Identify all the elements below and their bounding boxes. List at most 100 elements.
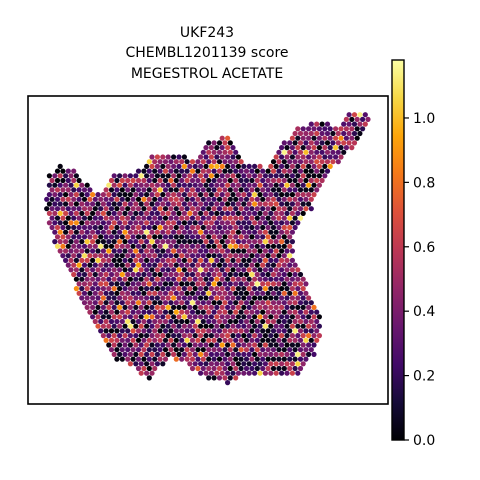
tissue-spot: [292, 318, 298, 325]
tissue-spot: [133, 351, 139, 357]
tissue-spot: [273, 182, 279, 188]
tissue-spot: [314, 177, 320, 184]
tissue-spot: [106, 220, 112, 226]
tissue-spot: [125, 187, 131, 193]
tissue-spot: [54, 215, 61, 221]
tissue-spot: [214, 295, 220, 301]
tissue-spot: [79, 210, 85, 216]
tissue-spot: [287, 300, 293, 306]
tissue-spot: [257, 257, 263, 263]
tissue-spot: [68, 192, 74, 198]
tissue-spot: [268, 370, 274, 376]
tissue-spot: [324, 149, 331, 155]
tissue-spot: [133, 239, 139, 245]
tissue-spot: [265, 328, 271, 334]
tissue-spot: [152, 290, 158, 296]
tissue-spot: [252, 192, 258, 198]
tissue-spot: [222, 206, 228, 212]
tissue-spot: [222, 177, 228, 184]
tissue-spot: [146, 243, 152, 249]
tissue-spot: [327, 135, 333, 141]
tissue-spot: [306, 304, 312, 310]
tissue-spot: [181, 163, 187, 169]
tissue-spot: [98, 300, 104, 306]
tissue-spot: [279, 220, 285, 226]
tissue-spot: [141, 187, 147, 193]
tissue-spot: [106, 192, 112, 198]
tissue-spot: [233, 224, 239, 231]
tissue-spot: [195, 309, 201, 315]
tissue-spot: [60, 168, 66, 174]
tissue-spot: [122, 192, 128, 198]
tissue-spot: [222, 215, 228, 221]
tissue-spot: [162, 159, 169, 165]
tissue-spot: [216, 253, 223, 259]
tissue-spot: [81, 253, 88, 259]
tissue-spot: [262, 295, 268, 301]
tissue-spot: [179, 187, 185, 193]
tissue-spot: [268, 351, 274, 357]
tissue-spot: [268, 220, 274, 226]
tissue-spot: [257, 314, 263, 320]
tissue-spot: [90, 220, 96, 226]
tissue-spot: [154, 248, 160, 254]
tissue-spot: [90, 276, 96, 282]
tissue-spot: [265, 356, 271, 362]
tissue-spot: [262, 333, 268, 339]
tissue-spot: [119, 187, 125, 193]
tissue-spot: [135, 187, 142, 193]
tissue-spot: [181, 323, 187, 329]
tissue-spot: [189, 168, 196, 174]
tissue-spot: [230, 182, 236, 188]
tissue-spot: [230, 163, 236, 169]
tissue-spot: [208, 192, 214, 198]
tissue-spot: [335, 159, 341, 165]
tissue-spot: [208, 210, 214, 216]
tissue-spot: [238, 243, 244, 249]
tissue-spot: [227, 328, 233, 334]
tissue-spot: [57, 182, 63, 188]
tissue-spot: [303, 130, 309, 137]
tissue-spot: [141, 271, 147, 278]
tissue-spot: [198, 257, 204, 263]
tissue-spot: [265, 318, 271, 325]
tissue-spot: [276, 271, 282, 278]
tissue-spot: [189, 215, 196, 221]
tissue-spot: [216, 159, 223, 165]
tissue-spot: [243, 347, 250, 353]
tissue-spot: [233, 356, 239, 362]
tissue-spot: [219, 145, 225, 151]
tissue-spot: [227, 271, 233, 278]
tissue-spot: [230, 220, 236, 226]
tissue-spot: [133, 248, 139, 254]
tissue-spot: [165, 220, 171, 226]
tissue-spot: [187, 342, 193, 348]
tissue-spot: [135, 328, 142, 334]
tissue-spot: [268, 210, 274, 216]
tissue-spot: [246, 276, 252, 282]
tissue-spot: [57, 239, 63, 245]
tissue-spot: [295, 154, 301, 160]
tissue-spot: [168, 159, 174, 165]
tissue-spot: [268, 163, 274, 169]
tissue-spot: [198, 351, 204, 357]
tissue-spot: [292, 356, 298, 362]
tissue-spot: [133, 182, 139, 188]
tissue-spot: [81, 262, 88, 268]
tissue-spot: [270, 196, 277, 202]
tissue-spot: [203, 182, 209, 188]
tissue-spot: [184, 243, 190, 249]
tissue-spots: [44, 112, 371, 386]
tissue-spot: [146, 281, 152, 287]
tissue-spot: [262, 248, 268, 254]
tissue-spot: [149, 267, 155, 273]
tissue-spot: [138, 267, 144, 273]
tissue-spot: [181, 182, 187, 188]
tissue-spot: [173, 159, 179, 165]
tissue-spot: [84, 239, 90, 245]
tissue-spot: [189, 328, 196, 334]
tissue-spot: [327, 126, 333, 132]
tissue-spot: [122, 286, 128, 292]
tissue-spot: [306, 173, 312, 179]
tissue-spot: [246, 361, 252, 367]
